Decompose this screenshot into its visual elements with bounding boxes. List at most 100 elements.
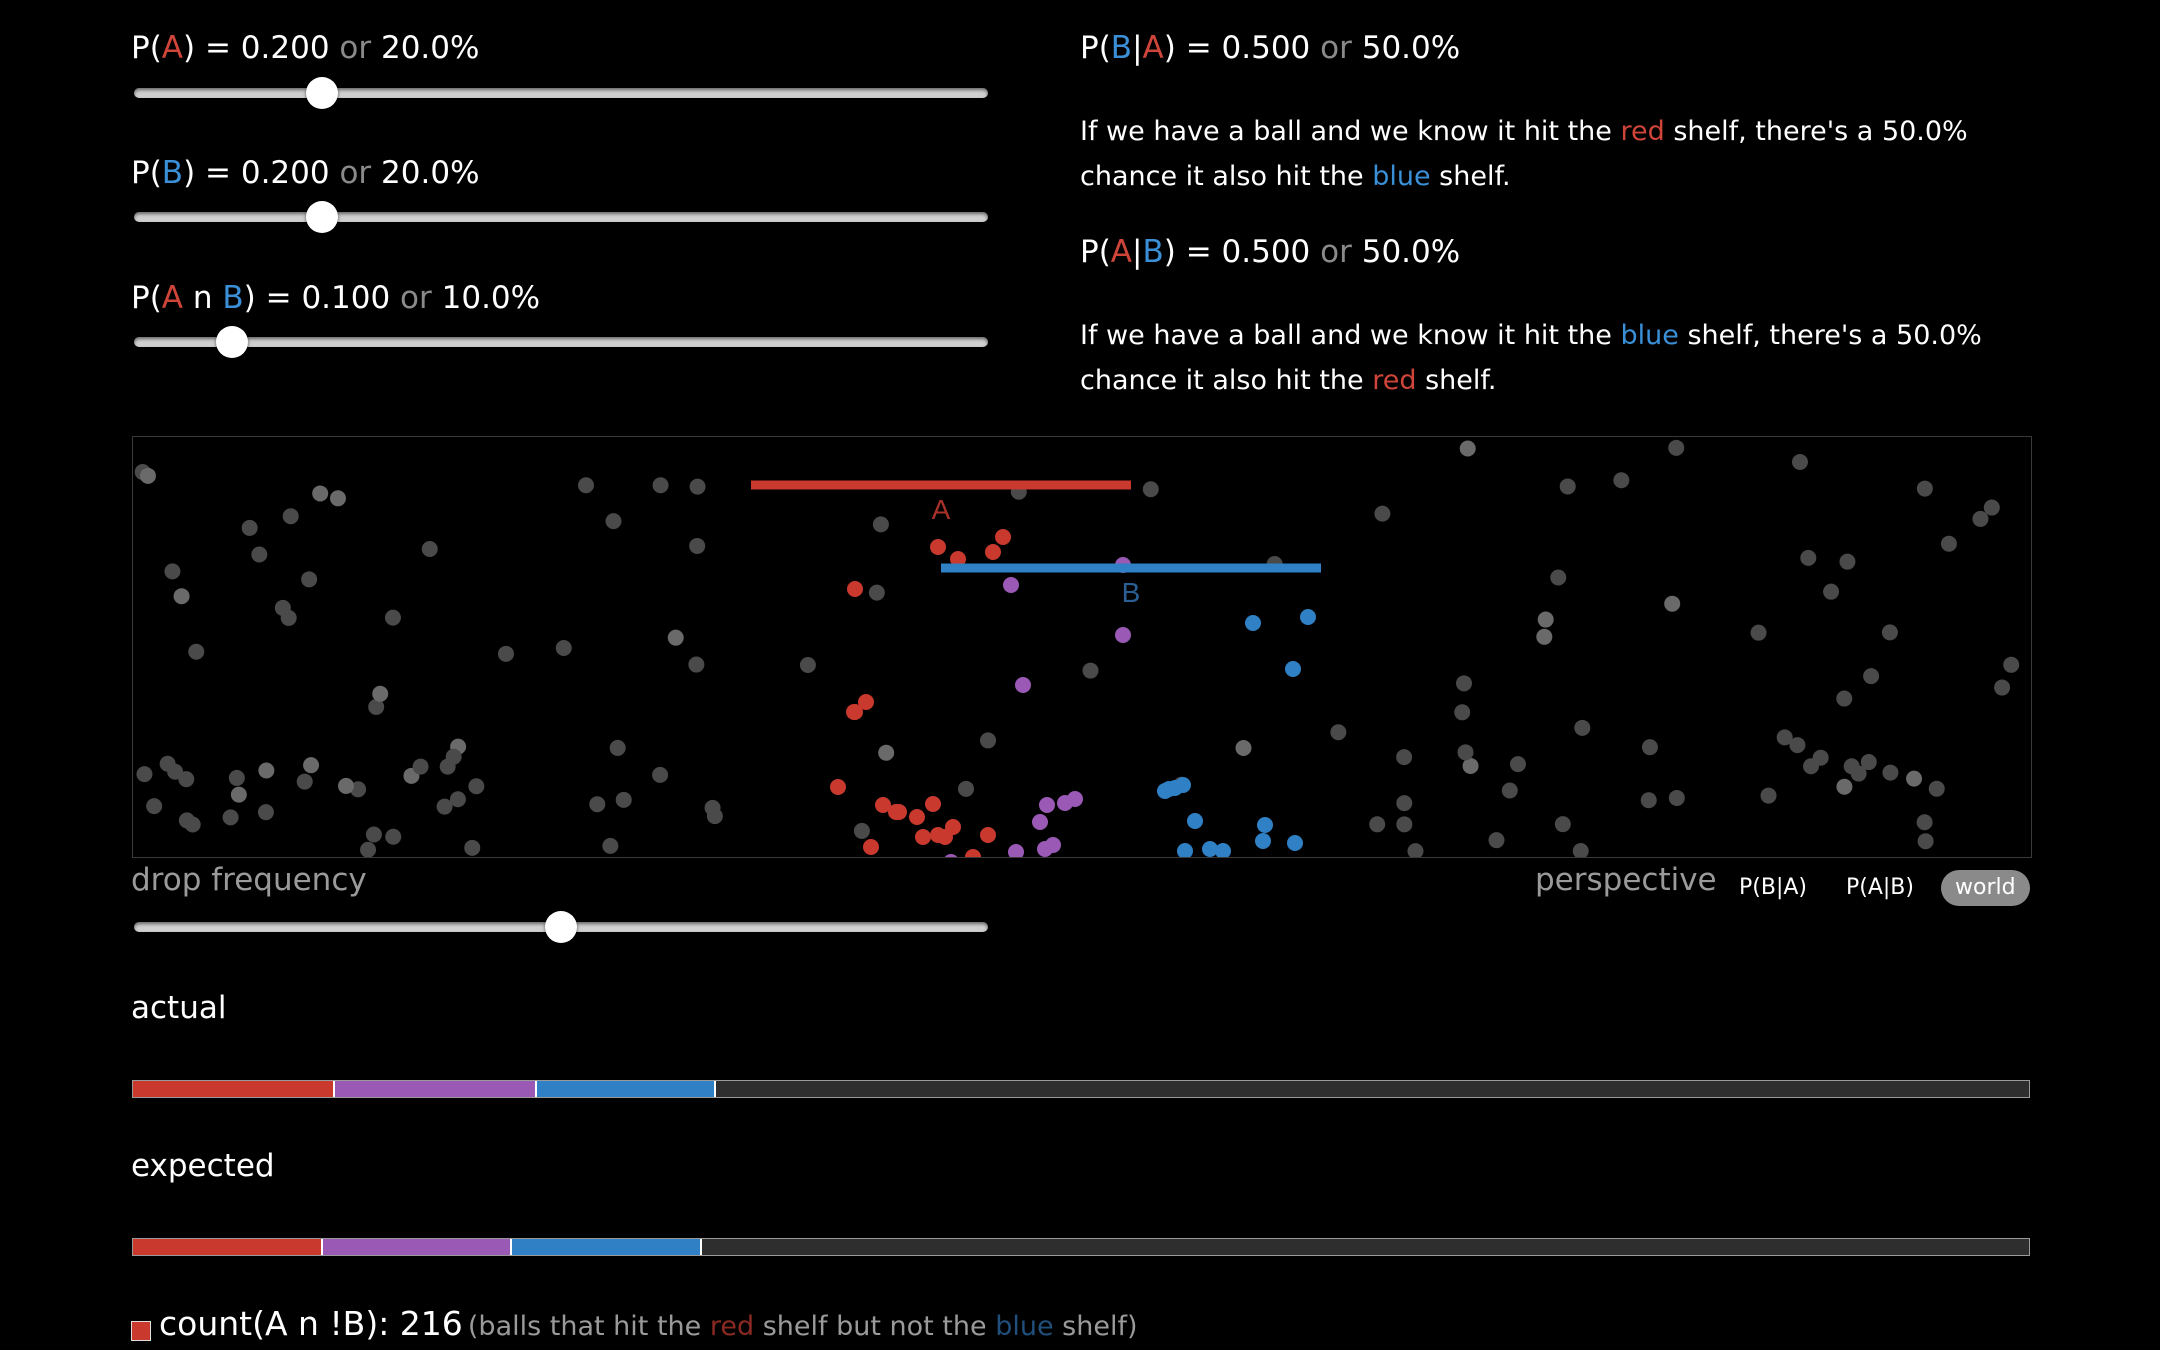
- ball: [1800, 549, 1817, 566]
- ball: [925, 796, 941, 812]
- ball: [164, 563, 181, 580]
- ball: [915, 829, 931, 845]
- pab-slider-knob[interactable]: [216, 326, 249, 358]
- expected-b-only-segment: [512, 1239, 702, 1255]
- ball: [985, 544, 1001, 560]
- ball: [1396, 816, 1413, 833]
- ball: [188, 643, 205, 660]
- drop-frequency-slider[interactable]: [134, 911, 988, 943]
- expected-label: expected: [131, 1148, 275, 1184]
- balls-layer: [134, 439, 2020, 857]
- ball: [1396, 795, 1413, 812]
- actual-label: actual: [131, 990, 227, 1026]
- ball: [1187, 813, 1203, 829]
- ball: [173, 588, 190, 605]
- ball: [799, 657, 816, 674]
- pab-label: P(A n B) = 0.100 or 10.0%: [131, 280, 541, 316]
- ball: [360, 841, 377, 857]
- ball: [1003, 577, 1019, 593]
- ball: [1750, 624, 1767, 641]
- ball: [1882, 764, 1899, 781]
- ball: [329, 490, 346, 507]
- ball: [1640, 792, 1657, 809]
- ball: [1940, 535, 1957, 552]
- ball: [1906, 770, 1923, 787]
- ball: [1045, 837, 1061, 853]
- ball: [1202, 841, 1218, 857]
- ball: [1008, 844, 1024, 857]
- ball: [1175, 777, 1191, 793]
- ball: [1972, 510, 1989, 527]
- ball: [296, 773, 313, 790]
- pa-given-b-explanation: If we have a ball and we know it hit the…: [1080, 320, 1982, 396]
- ball: [1550, 569, 1567, 586]
- ball: [1983, 499, 2000, 516]
- ball: [1823, 583, 1840, 600]
- ball: [449, 791, 466, 808]
- perspective-b-given-a-button[interactable]: P(B|A): [1739, 875, 1807, 900]
- ball: [1860, 754, 1877, 771]
- ball: [577, 477, 594, 494]
- ball: [847, 581, 863, 597]
- ball: [1015, 677, 1031, 693]
- ball: [1396, 749, 1413, 766]
- ball: [338, 777, 355, 794]
- ball: [1812, 749, 1829, 766]
- ball: [853, 822, 870, 839]
- ball: [980, 732, 997, 749]
- ball: [421, 540, 438, 557]
- ball: [858, 694, 874, 710]
- ball-drop-world[interactable]: A B: [132, 436, 2032, 858]
- ball: [159, 755, 176, 772]
- ball: [222, 809, 239, 826]
- ball: [891, 804, 907, 820]
- ball: [1559, 478, 1576, 495]
- ball: [602, 837, 619, 854]
- pa-given-b-label: P(A|B) = 0.500 or 50.0%: [1080, 234, 1461, 270]
- drop-frequency-knob[interactable]: [545, 911, 577, 943]
- ball: [1369, 816, 1386, 833]
- ball: [847, 704, 863, 720]
- ball: [872, 516, 889, 533]
- ball: [1839, 553, 1856, 570]
- count-value: count(A n !B): 216: [159, 1304, 463, 1343]
- pa-slider[interactable]: [134, 77, 988, 109]
- perspective-world-button[interactable]: world: [1941, 870, 2030, 906]
- ball: [312, 485, 329, 502]
- ball: [1082, 662, 1099, 679]
- ball: [282, 508, 299, 525]
- pb-slider-knob[interactable]: [305, 201, 338, 233]
- pab-slider[interactable]: [134, 326, 988, 358]
- ball: [1285, 661, 1301, 677]
- ball: [1457, 744, 1474, 761]
- ball: [372, 685, 389, 702]
- ball: [945, 819, 961, 835]
- ball: [1917, 833, 1934, 850]
- ball: [689, 478, 706, 495]
- ball: [1142, 481, 1159, 498]
- ball: [497, 645, 514, 662]
- ball: [1157, 783, 1173, 799]
- ball: [944, 854, 958, 857]
- ball: [1115, 627, 1131, 643]
- ball: [445, 748, 462, 765]
- ball: [875, 797, 891, 813]
- ball: [1843, 758, 1860, 775]
- ball: [1863, 668, 1880, 685]
- ball: [930, 539, 946, 555]
- ball: [863, 839, 879, 855]
- ball: [1791, 454, 1808, 471]
- actual-a-only-segment: [133, 1081, 335, 1097]
- ball: [230, 786, 247, 803]
- perspective-a-given-b-button[interactable]: P(A|B): [1846, 875, 1914, 900]
- ball: [2003, 656, 2020, 673]
- pa-slider-knob[interactable]: [305, 77, 338, 109]
- ball: [1177, 843, 1193, 857]
- ball: [1789, 737, 1806, 754]
- ball: [365, 826, 382, 843]
- ball: [1245, 615, 1261, 631]
- ball: [689, 537, 706, 554]
- pb-slider[interactable]: [134, 201, 988, 233]
- ball: [146, 798, 163, 815]
- ball: [1255, 833, 1271, 849]
